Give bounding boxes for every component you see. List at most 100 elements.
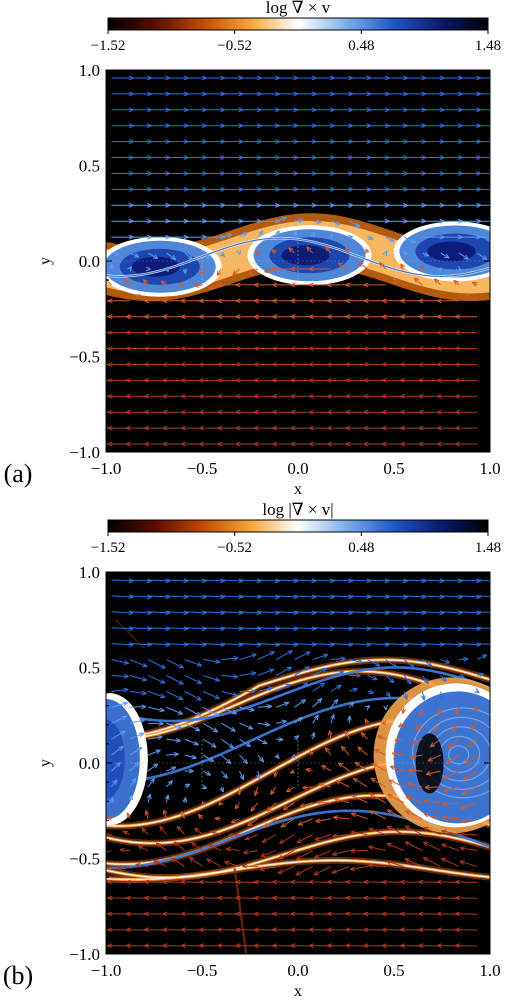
velocity-arrowhead xyxy=(381,362,387,367)
velocity-arrow xyxy=(129,732,145,740)
velocity-arrowhead xyxy=(386,825,393,831)
velocity-arrow xyxy=(334,798,350,804)
velocity-arrowhead xyxy=(327,730,333,736)
velocity-arrowhead xyxy=(188,857,195,863)
x-axis-label: x xyxy=(294,481,302,498)
velocity-arrow xyxy=(184,595,207,598)
velocity-arrow xyxy=(448,738,460,749)
velocity-arrowhead xyxy=(290,282,296,288)
velocity-arrow xyxy=(257,754,264,763)
panel-label: (b) xyxy=(3,961,33,990)
velocity-arrowhead xyxy=(141,676,148,682)
velocity-arrowhead xyxy=(89,912,94,916)
velocity-arrowhead xyxy=(144,879,150,885)
velocity-arrowhead xyxy=(308,393,314,399)
velocity-arrow xyxy=(386,861,405,867)
velocity-arrowhead xyxy=(475,267,481,274)
velocity-arrowhead xyxy=(327,346,332,351)
velocity-arrowhead xyxy=(235,409,241,415)
velocity-arrowhead xyxy=(444,659,451,664)
velocity-arrow xyxy=(184,643,207,646)
velocity-arrowhead xyxy=(180,298,186,304)
velocity-arrowhead xyxy=(280,822,287,828)
velocity-arrow xyxy=(261,834,277,843)
velocity-arrow xyxy=(421,691,425,701)
velocity-arrowhead xyxy=(308,409,314,415)
plot-area xyxy=(89,70,500,452)
velocity-arrow xyxy=(282,802,295,811)
velocity-arrow xyxy=(369,810,386,820)
velocity-arrow xyxy=(360,732,368,740)
velocity-arrowhead xyxy=(153,860,159,865)
velocity-arrow xyxy=(324,747,332,756)
velocity-arrowhead xyxy=(357,746,363,752)
velocity-arrow xyxy=(202,659,221,663)
velocity-arrowhead xyxy=(495,76,500,80)
velocity-arrowhead xyxy=(436,943,442,949)
velocity-arrowhead xyxy=(272,409,278,415)
velocity-arrow xyxy=(367,611,390,614)
velocity-arrow xyxy=(276,579,299,582)
velocity-arrowhead xyxy=(212,727,219,733)
velocity-arrowhead xyxy=(410,238,416,244)
velocity-arrowhead xyxy=(89,331,94,335)
velocity-arrowhead xyxy=(455,879,461,885)
velocity-arrow xyxy=(257,230,264,238)
velocity-arrow xyxy=(403,675,412,685)
velocity-arrow xyxy=(221,657,239,661)
velocity-arrowhead xyxy=(338,670,345,676)
velocity-arrowhead xyxy=(177,710,183,715)
vortex-core xyxy=(281,245,330,266)
colorbar-tick-label: 1.48 xyxy=(475,38,501,54)
velocity-arrowhead xyxy=(308,330,314,336)
velocity-arrowhead xyxy=(345,895,351,901)
velocity-arrow xyxy=(194,827,204,836)
velocity-arrowhead xyxy=(495,108,500,112)
velocity-arrowhead xyxy=(381,393,387,399)
velocity-arrow xyxy=(330,627,353,630)
velocity-arrowhead xyxy=(345,943,351,949)
velocity-arrow xyxy=(440,579,463,582)
velocity-arrowhead xyxy=(235,943,241,949)
velocity-arrowhead xyxy=(201,801,206,807)
velocity-arrowhead xyxy=(263,822,270,828)
velocity-arrowhead xyxy=(459,832,465,838)
velocity-arrowhead xyxy=(290,409,296,415)
velocity-arrowhead xyxy=(327,943,333,949)
velocity-arrow xyxy=(257,651,275,660)
velocity-arrowhead xyxy=(405,796,412,801)
velocity-arrowhead xyxy=(296,838,303,844)
velocity-arrow xyxy=(225,848,240,852)
colorbar-tick-label: −0.52 xyxy=(217,38,252,54)
velocity-arrowhead xyxy=(328,233,334,240)
velocity-arrowhead xyxy=(89,299,94,303)
velocity-arrowhead xyxy=(350,830,356,836)
velocity-arrowhead xyxy=(217,879,223,885)
velocity-arrowhead xyxy=(304,666,310,672)
velocity-arrow xyxy=(315,818,332,822)
velocity-arrow xyxy=(176,825,186,835)
velocity-arrow xyxy=(239,611,262,614)
velocity-arrow xyxy=(427,754,441,762)
velocity-arrowhead xyxy=(386,809,393,815)
velocity-arrowhead xyxy=(327,393,332,399)
velocity-arrowhead xyxy=(412,739,418,745)
colorbar-tick-label: 0.48 xyxy=(348,38,374,54)
velocity-arrowhead xyxy=(177,282,184,287)
velocity-arrowhead xyxy=(308,879,314,885)
velocity-arrowhead xyxy=(232,692,238,697)
velocity-arrowhead xyxy=(171,857,177,863)
velocity-arrowhead xyxy=(144,362,150,367)
velocity-arrowhead xyxy=(495,124,500,128)
velocity-arrow xyxy=(470,722,478,730)
velocity-arrowhead xyxy=(125,895,131,901)
velocity-arrowhead xyxy=(345,314,351,320)
velocity-arrowhead xyxy=(313,870,319,876)
velocity-arrowhead xyxy=(368,827,374,833)
velocity-arrow xyxy=(221,579,244,582)
velocity-arrowhead xyxy=(461,790,467,795)
velocity-arrowhead xyxy=(409,663,415,669)
velocity-arrowhead xyxy=(188,768,194,774)
velocity-arrowhead xyxy=(114,251,120,257)
velocity-arrow xyxy=(385,236,395,242)
